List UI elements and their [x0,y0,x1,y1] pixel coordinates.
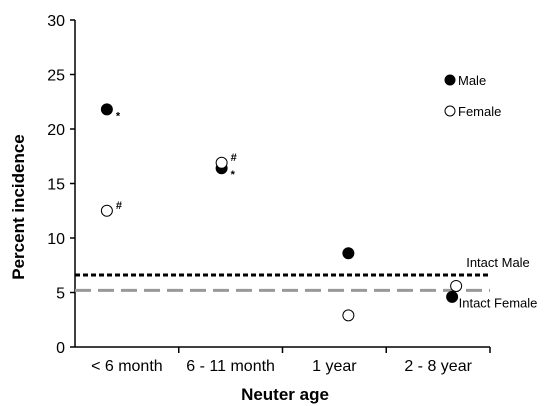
y-ticks: 0 5 10 15 20 25 30 [47,13,75,357]
legend: Male Female [444,73,501,119]
reference-line-label: Intact Female [459,295,538,310]
female-point [215,156,228,169]
significance-mark: # [231,152,237,164]
y-tick-label: 5 [56,286,65,303]
reference-lines: Intact Male Intact Female [75,255,537,310]
legend-label: Female [458,104,501,119]
axes [74,20,490,348]
data-points: * * # # [100,103,463,322]
male-point [342,247,355,260]
x-tick-label: 2 - 8 year [404,358,472,375]
y-tick-label: 10 [47,231,65,248]
legend-female-marker [444,105,456,117]
x-tick-label: 1 year [312,358,357,375]
y-tick-label: 25 [47,68,65,85]
male-point [446,290,459,303]
y-tick-label: 15 [47,177,65,194]
reference-line-label: Intact Male [466,255,530,270]
legend-male-marker [444,74,456,86]
significance-mark: # [116,200,122,212]
y-axis-title: Percent incidence [9,134,28,280]
female-point [100,204,113,217]
female-point [450,279,463,292]
female-point [342,309,355,322]
y-tick-label: 30 [47,13,65,30]
x-axis-title: Neuter age [241,385,329,404]
y-tick-label: 20 [47,122,65,139]
x-tick-label: < 6 month [91,358,163,375]
legend-label: Male [458,73,486,88]
x-tick-labels: < 6 month 6 - 11 month 1 year 2 - 8 year [91,347,491,375]
x-tick-label: 6 - 11 month [186,358,275,375]
significance-mark: * [116,110,121,122]
significance-mark: * [231,169,236,181]
y-tick-label: 0 [56,340,65,357]
male-point [100,103,113,116]
